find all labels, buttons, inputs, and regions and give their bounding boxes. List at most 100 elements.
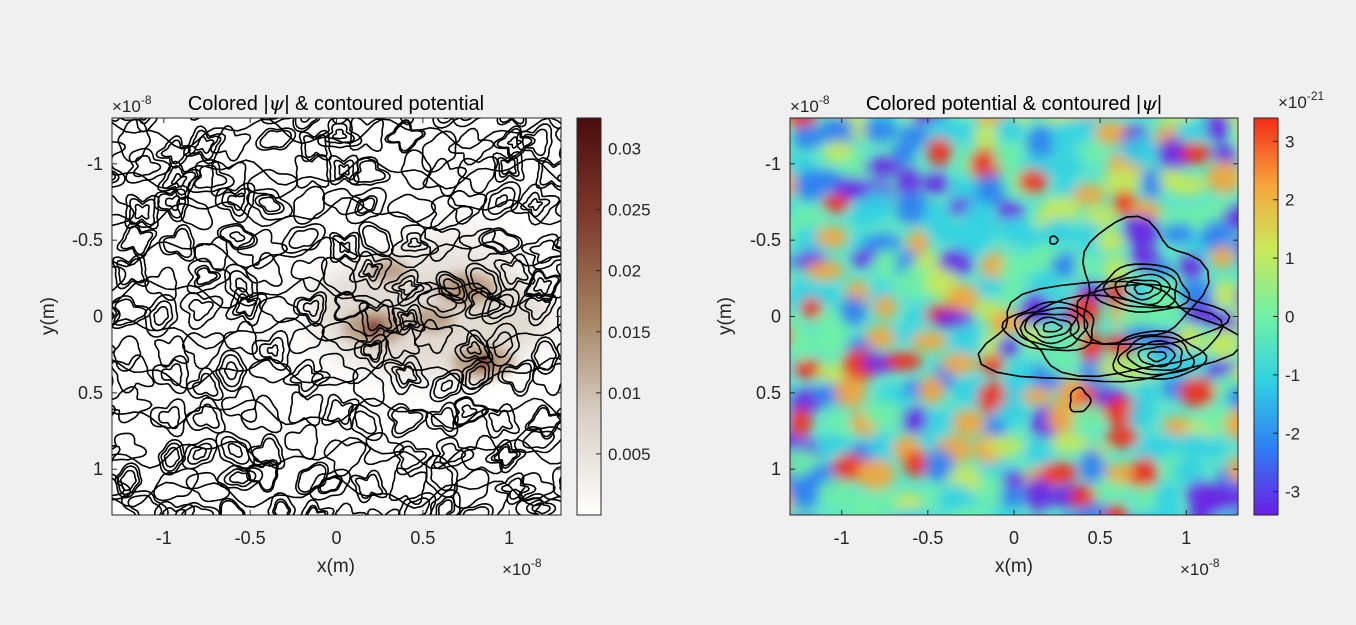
- x-tick-label: -1: [156, 528, 172, 548]
- potential-contour: [158, 223, 196, 262]
- x-tick-label: 0: [331, 528, 341, 548]
- right-y-scale-factor: ×10-8: [790, 93, 830, 116]
- x-tick-label: -1: [834, 528, 850, 548]
- potential-blob: [1064, 513, 1076, 515]
- potential-contour: [447, 189, 488, 225]
- y-tick-label: -1: [765, 154, 781, 174]
- potential-contour: [290, 256, 328, 293]
- potential-blob: [1072, 184, 1106, 205]
- potential-blob: [790, 126, 794, 145]
- x-tick-label: 0: [1009, 528, 1019, 548]
- potential-blob: [1175, 324, 1204, 357]
- potential-blob: [791, 359, 824, 379]
- potential-contour: [191, 372, 219, 397]
- colorbar-tick-label: -3: [1285, 483, 1300, 502]
- left-x-axis-label: x(m): [317, 556, 355, 577]
- potential-contour: [289, 364, 324, 393]
- left-colorbar: [576, 117, 602, 516]
- psi-contour-ring: [1126, 340, 1183, 372]
- potential-blob: [1206, 160, 1238, 194]
- potential-contour: [398, 445, 428, 470]
- y-tick-label: 0.5: [78, 383, 103, 403]
- potential-blob: [790, 360, 792, 370]
- potential-blob: [1019, 293, 1052, 325]
- potential-contour: [245, 458, 279, 493]
- potential-blob: [996, 338, 1020, 357]
- potential-contour: [235, 296, 258, 317]
- potential-contour: [192, 403, 220, 429]
- potential-contour: [464, 287, 506, 320]
- x-tick-label: 0.5: [410, 528, 435, 548]
- potential-contour: [162, 164, 197, 196]
- potential-blob: [1162, 416, 1194, 437]
- psi-contour-ring: [1033, 316, 1072, 339]
- potential-contour: [490, 443, 522, 469]
- potential-contour: [299, 499, 335, 515]
- potential-contour: [348, 250, 393, 291]
- potential-blob: [1069, 484, 1097, 510]
- psi-peak-core: [363, 320, 386, 335]
- potential-contour: [153, 305, 170, 326]
- left-ticks: -1 -0.5 0 0.5 1 -1 -0.5 0 0.5 1: [72, 118, 561, 548]
- potential-blob: [899, 124, 930, 147]
- potential-contour: [493, 445, 519, 467]
- potential-contour: [367, 508, 401, 515]
- potential-blob: [1092, 481, 1128, 500]
- potential-blob: [862, 118, 898, 142]
- potential-contour: [296, 294, 325, 324]
- potential-contour-line: [112, 357, 561, 390]
- potential-contour: [556, 342, 561, 359]
- psi-contour-ring: [1114, 273, 1171, 306]
- potential-contour: [462, 506, 490, 515]
- potential-blob: [815, 226, 848, 249]
- potential-contour: [457, 155, 499, 194]
- potential-contour-line: [112, 397, 561, 430]
- potential-blob: [1021, 386, 1053, 406]
- potential-blob: [863, 399, 903, 429]
- potential-blob: [1227, 384, 1238, 409]
- potential-contour: [331, 128, 348, 140]
- psi-contour-ring: [1024, 312, 1080, 345]
- potential-contour: [226, 192, 246, 212]
- potential-contour: [151, 354, 190, 395]
- potential-contour: [113, 335, 142, 372]
- potential-field: [765, 118, 1238, 515]
- potential-contour: [487, 293, 515, 320]
- potential-contour: [134, 203, 150, 220]
- potential-contour-line: [112, 276, 561, 309]
- potential-blob: [1076, 222, 1105, 254]
- potential-contour: [524, 297, 552, 321]
- potential-contour: [481, 288, 520, 325]
- potential-blob: [765, 401, 789, 430]
- potential-blob: [1235, 290, 1238, 306]
- potential-contour: [497, 155, 520, 178]
- potential-blob: [1074, 251, 1097, 280]
- potential-contour: [321, 321, 368, 351]
- potential-contour: [495, 194, 509, 208]
- potential-contour: [469, 267, 498, 295]
- potential-contour: [228, 471, 252, 485]
- left-y-scale-factor: ×10-8: [112, 93, 152, 116]
- potential-blob: [1083, 205, 1118, 228]
- potential-contour: [497, 359, 536, 397]
- potential-contour: [551, 466, 561, 499]
- potential-contour: [438, 499, 453, 515]
- potential-contour: [266, 344, 279, 357]
- potential-contour: [345, 186, 387, 225]
- potential-contour: [527, 197, 543, 212]
- potential-contour: [117, 118, 152, 163]
- potential-contour: [163, 446, 181, 468]
- potential-contour: [273, 500, 290, 515]
- potential-blob: [901, 406, 930, 433]
- potential-contour: [390, 224, 440, 258]
- potential-contour: [112, 404, 117, 417]
- potential-contour: [214, 182, 256, 224]
- potential-contour: [500, 477, 531, 500]
- potential-contour: [187, 159, 236, 194]
- psi-contour-ring: [1042, 321, 1063, 333]
- potential-contour: [396, 308, 421, 331]
- potential-contour: [157, 438, 187, 476]
- potential-contour: [493, 253, 536, 291]
- potential-contour: [378, 520, 389, 531]
- potential-blob: [1176, 432, 1211, 459]
